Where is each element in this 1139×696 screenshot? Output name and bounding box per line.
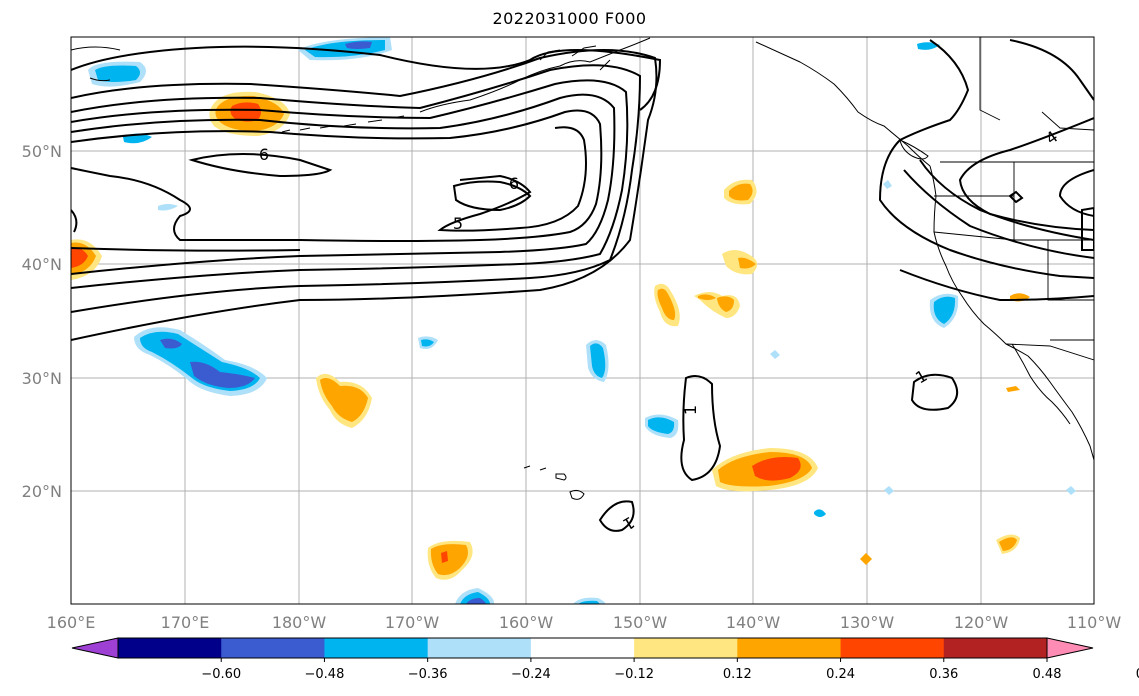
lon-label-160w: 160°W [499, 613, 554, 632]
latitude-labels: 20°N 30°N 40°N 50°N [22, 142, 62, 501]
negative-anomaly-area [158, 204, 178, 211]
lon-label-170w: 170°W [385, 613, 440, 632]
lon-label-130w: 130°W [840, 613, 895, 632]
bc-coast [755, 41, 931, 167]
lon-label-110w: 110°W [1067, 613, 1122, 632]
positive-anomaly-area [999, 537, 1017, 551]
negative-anomaly-area [160, 338, 182, 349]
colorbar-segment [221, 638, 325, 658]
colorbar-segment [427, 638, 532, 658]
baja-coast [1011, 343, 1071, 425]
positive-anomaly-area [230, 102, 261, 122]
colorbar-tick-label: 0.12 [723, 667, 752, 682]
lon-label-150w: 150°W [613, 613, 668, 632]
lon-label-160e: 160°E [47, 613, 96, 632]
longitude-labels: 160°E 170°E 180°W 170°W 160°W 150°W 140°… [47, 613, 1122, 632]
negative-anomaly-area [933, 296, 956, 324]
colorbar-outline [117, 637, 1048, 659]
negative-anomaly-area [1066, 486, 1076, 495]
shaded-field [71, 37, 1076, 604]
negative-anomaly-area [190, 361, 255, 388]
colorbar-extend-high [1046, 637, 1094, 659]
negative-anomaly-area [814, 509, 826, 517]
positive-anomaly-area [698, 294, 716, 300]
positive-anomaly-area [441, 551, 448, 563]
contour-label: 5 [453, 214, 463, 233]
kamchatka-coast [71, 46, 121, 82]
lat-label-30n: 30°N [22, 369, 62, 388]
contour-label: 6 [259, 145, 269, 164]
vancouver-island [899, 139, 929, 160]
colorbar: −0.60 −0.48 −0.36 −0.24 −0.12 0.12 0.24 0.36 0.4… [71, 637, 1139, 682]
positive-anomaly-area [860, 553, 872, 565]
lon-label-170e: 170°E [161, 613, 210, 632]
colorbar-tick-label: 0.24 [826, 667, 855, 682]
colorbar-segment [737, 638, 842, 658]
negative-anomaly-area [590, 343, 606, 378]
colorbar-tick-label: −0.36 [408, 667, 448, 682]
positive-anomaly-area [657, 288, 676, 320]
colorbar-tick-label: 0.36 [929, 667, 958, 682]
colorbar-tick-label: −0.48 [305, 667, 345, 682]
negative-anomaly-area [95, 65, 140, 82]
colorbar-tick-label: −0.24 [511, 667, 551, 682]
negative-anomaly-area [770, 350, 780, 359]
lon-label-140w: 140°W [726, 613, 781, 632]
us-west-coast [929, 165, 1094, 461]
colorbar-tick-label: −0.60 [201, 667, 241, 682]
positive-anomaly-area [430, 544, 468, 576]
negative-anomaly-area [648, 417, 675, 434]
positive-anomaly-area [1006, 386, 1020, 392]
colorbar-extend-low [71, 637, 119, 659]
positive-anomaly-area [752, 457, 801, 481]
positive-anomaly-area [717, 296, 734, 312]
negative-anomaly-area [883, 180, 892, 189]
contour-label: 1 [681, 405, 700, 415]
contour-label: 6 [509, 174, 519, 193]
colorbar-tick-label: 0.60 [1136, 667, 1139, 682]
colorbar-segment [943, 638, 1048, 658]
colorbar-segment [118, 638, 222, 658]
colorbar-segment [634, 638, 738, 658]
colorbar-tick-label: −0.12 [614, 667, 654, 682]
map-title: 2022031000 F000 [492, 9, 647, 28]
lat-label-20n: 20°N [22, 482, 62, 501]
colorbar-segment [530, 638, 635, 658]
positive-anomaly-area [320, 378, 368, 422]
negative-anomaly-area [884, 486, 894, 495]
hawaii-island [523, 465, 585, 500]
positive-anomaly-area [729, 183, 753, 201]
alaska-border [979, 37, 1001, 121]
province-border [1041, 111, 1094, 131]
us-mexico-border [1005, 343, 1094, 361]
aleutian-islands [281, 115, 405, 133]
positive-anomaly-area [738, 257, 756, 269]
height-contours [71, 39, 1094, 532]
lat-label-50n: 50°N [22, 142, 62, 161]
colorbar-tick-label: 0.48 [1033, 667, 1062, 682]
colorbar-segment [324, 638, 429, 658]
lon-label-120w: 120°W [954, 613, 1009, 632]
positive-anomaly-area [71, 247, 88, 268]
negative-anomaly-area [421, 339, 434, 347]
lat-label-40n: 40°N [22, 255, 62, 274]
map-frame [70, 36, 1095, 605]
negative-anomaly-area [578, 600, 600, 604]
negative-anomaly-area [345, 41, 372, 49]
lon-label-180w: 180°W [272, 613, 327, 632]
colorbar-segment [840, 638, 945, 658]
negative-anomaly-area [466, 598, 486, 604]
